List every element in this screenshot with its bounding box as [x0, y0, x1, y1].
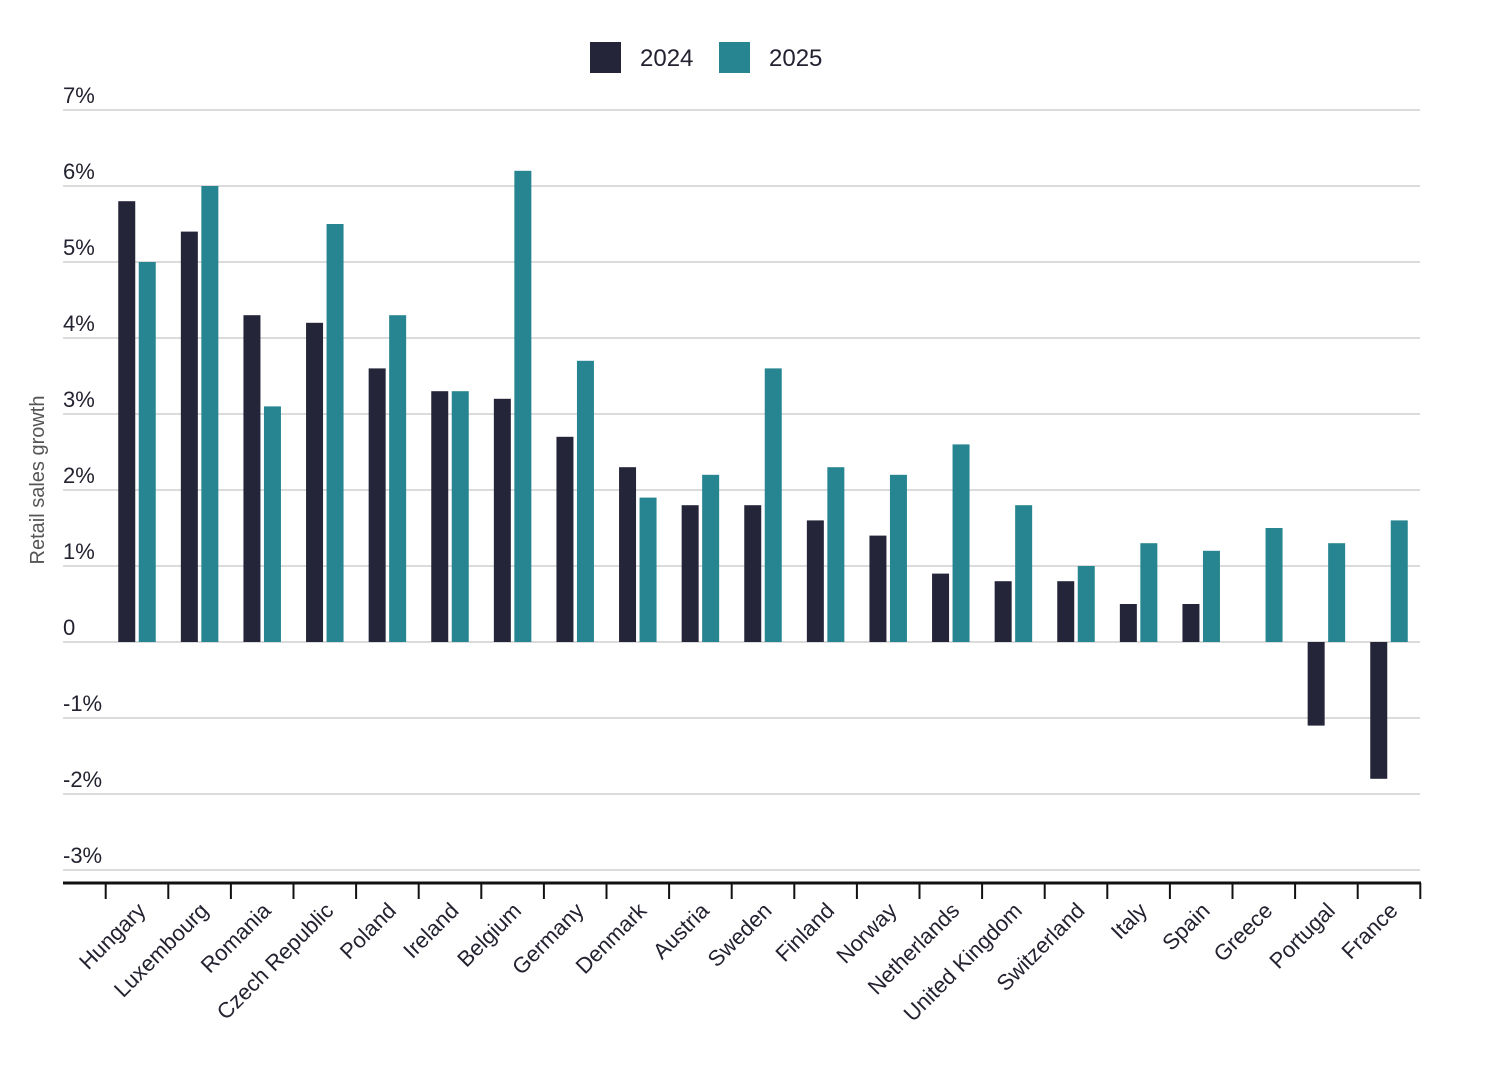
bar-2024-ireland: [431, 391, 449, 642]
y-tick-label: 5%: [63, 235, 95, 260]
bar-2025-united-kingdom: [1015, 505, 1033, 642]
bar-2025-finland: [827, 467, 845, 642]
y-tick-label: 6%: [63, 159, 95, 184]
bar-2024-belgium: [493, 398, 511, 642]
legend-swatch-2025: [719, 42, 750, 73]
bar-2025-portugal: [1328, 543, 1346, 642]
x-tick-label: Spain: [1157, 898, 1214, 955]
y-tick-label: 7%: [63, 83, 95, 108]
bar-2025-belgium: [514, 170, 532, 643]
bar-2024-finland: [806, 520, 824, 642]
bar-2024-portugal: [1307, 642, 1325, 726]
y-tick-label: 2%: [63, 463, 95, 488]
x-tick-label: Italy: [1106, 898, 1152, 944]
y-axis-ticks: 7% 6% 5% 4% 3% 2% 1% 0 -1% -2% -3%: [63, 83, 102, 868]
bar-2025-poland: [389, 315, 407, 642]
bar-2025-austria: [702, 474, 720, 642]
bar-2024-italy: [1119, 604, 1137, 642]
bar-2024-denmark: [619, 467, 637, 642]
y-tick-label: -3%: [63, 843, 102, 868]
bar-2024-spain: [1182, 604, 1200, 642]
x-tick-label: Denmark: [571, 897, 652, 978]
y-tick-label: -2%: [63, 767, 102, 792]
bar-2025-romania: [263, 406, 281, 642]
bar-2025-denmark: [639, 497, 657, 642]
y-tick-label: -1%: [63, 691, 102, 716]
bar-2025-france: [1390, 520, 1408, 642]
bar-2024-netherlands: [932, 573, 950, 642]
bar-2025-ireland: [451, 391, 469, 642]
y-tick-label: 4%: [63, 311, 95, 336]
x-axis: [63, 881, 1422, 899]
bars: [118, 170, 1408, 779]
x-tick-label: Portugal: [1264, 898, 1340, 974]
y-axis-title: Retail sales growth: [27, 396, 49, 565]
bar-2025-switzerland: [1077, 566, 1095, 642]
bar-2024-united-kingdom: [994, 581, 1012, 642]
bar-2024-france: [1370, 642, 1388, 779]
y-tick-label: 0: [63, 615, 75, 640]
bar-2025-hungary: [138, 262, 156, 642]
bar-2024-sweden: [744, 505, 762, 642]
bar-2025-italy: [1140, 543, 1158, 642]
bar-2024-austria: [681, 505, 699, 642]
bar-2025-germany: [576, 360, 594, 642]
bar-2025-sweden: [764, 368, 782, 642]
x-tick-label: Finland: [770, 898, 839, 967]
bar-2024-czech-republic: [306, 322, 324, 642]
legend-swatch-2024: [590, 42, 621, 73]
bar-2024-norway: [869, 535, 887, 642]
bar-2024-germany: [556, 436, 574, 642]
bar-2024-luxembourg: [180, 231, 198, 642]
bar-2024-switzerland: [1057, 581, 1075, 642]
x-tick-label: Czech Republic: [212, 898, 339, 1025]
bar-2025-spain: [1202, 550, 1220, 642]
y-tick-label: 1%: [63, 539, 95, 564]
bar-2025-netherlands: [952, 444, 970, 642]
bar-2024-hungary: [118, 201, 136, 642]
x-tick-label: France: [1336, 898, 1402, 964]
bar-2025-czech-republic: [326, 224, 344, 642]
legend-label-2025: 2025: [769, 45, 822, 72]
bar-2025-norway: [889, 474, 907, 642]
bar-2025-greece: [1265, 528, 1283, 642]
legend-label-2024: 2024: [640, 45, 693, 72]
x-tick-label: Sweden: [703, 898, 777, 972]
bar-2025-luxembourg: [201, 186, 219, 642]
bar-2024-poland: [368, 368, 386, 642]
gridlines: [63, 109, 1420, 871]
bar-2024-romania: [243, 315, 261, 642]
y-tick-label: 3%: [63, 387, 95, 412]
x-tick-label: Poland: [335, 898, 401, 964]
legend: 2024 2025: [590, 42, 822, 73]
